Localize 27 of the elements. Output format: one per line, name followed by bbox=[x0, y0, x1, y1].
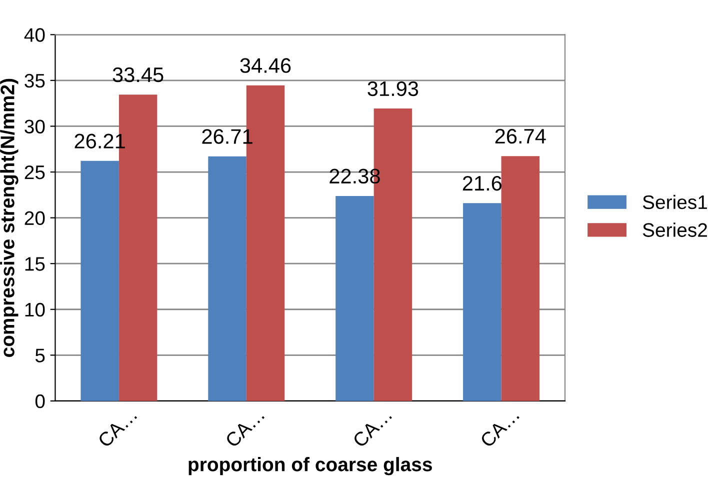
bar bbox=[208, 156, 246, 401]
y-axis-title: compressive strenght(N/mm2) bbox=[0, 78, 18, 357]
x-axis-title: proportion of coarse glass bbox=[188, 457, 432, 476]
y-tick-label: 10 bbox=[25, 302, 45, 317]
y-tick-label: 35 bbox=[24, 74, 45, 88]
x-tick-label: CA… bbox=[352, 408, 392, 448]
legend-label: Series1 bbox=[642, 194, 708, 210]
y-tick-label: 5 bbox=[35, 348, 45, 362]
x-tick-label: CA… bbox=[97, 408, 138, 448]
data-label: 34.46 bbox=[240, 58, 291, 73]
data-label: 31.93 bbox=[368, 81, 418, 96]
y-tick-label: 15 bbox=[25, 257, 45, 271]
data-label: 21.6 bbox=[462, 176, 502, 191]
x-tick-label: CA… bbox=[479, 408, 520, 448]
y-tick-label: 0 bbox=[35, 394, 45, 408]
bar bbox=[501, 156, 540, 401]
bar bbox=[463, 203, 502, 401]
bar bbox=[336, 196, 374, 401]
y-tick-label: 25 bbox=[24, 165, 45, 180]
data-label: 26.74 bbox=[495, 128, 546, 144]
y-tick-label: 30 bbox=[24, 120, 45, 134]
data-label: 33.45 bbox=[112, 67, 164, 82]
bar bbox=[80, 160, 119, 401]
y-tick-label: 20 bbox=[24, 211, 45, 226]
y-tick-label: 40 bbox=[24, 28, 45, 42]
legend-label: Series2 bbox=[642, 222, 707, 237]
x-tick-label: CA… bbox=[224, 408, 265, 448]
